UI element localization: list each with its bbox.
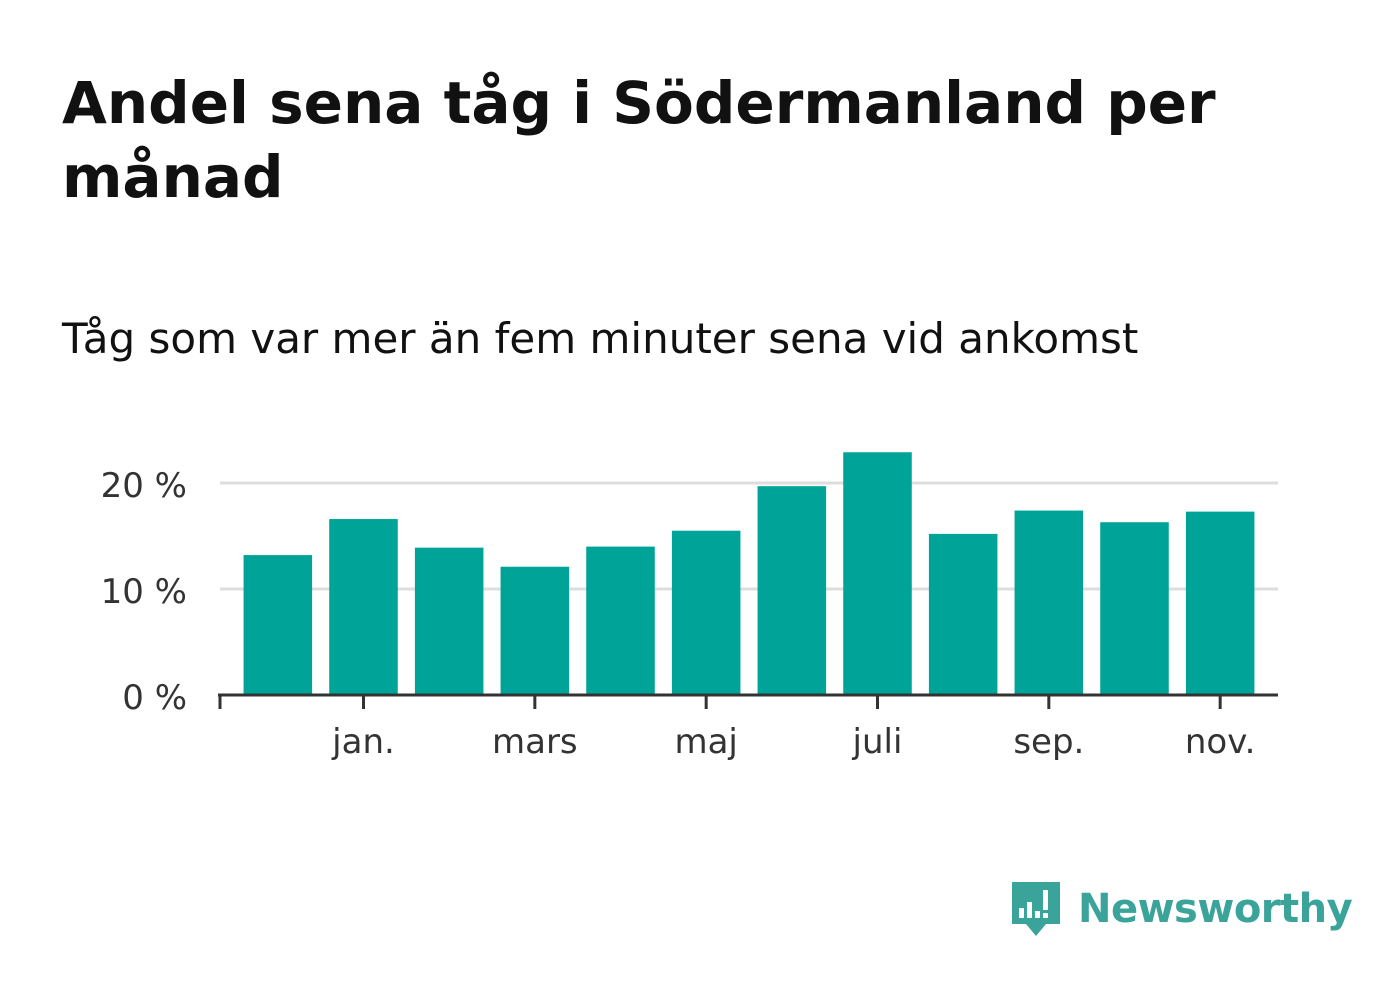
- newsworthy-logo-text: Newsworthy: [1078, 886, 1353, 932]
- chart-title: Andel sena tåg i Södermanland per månad: [62, 69, 1216, 211]
- x-tick-label-sep: sep.: [1013, 722, 1084, 762]
- y-tick-label-0: 0 %: [122, 678, 187, 718]
- x-tick-label-juli: juli: [852, 722, 903, 762]
- x-axis-labels: jan. mars maj juli sep. nov.: [331, 722, 1255, 762]
- x-axis: [218, 693, 1278, 709]
- x-tick-label-mars: mars: [492, 722, 578, 762]
- chart-subtitle: Tåg som var mer än fem minuter sena vid …: [62, 314, 1139, 363]
- bar-okt: [1100, 522, 1169, 695]
- y-axis-labels: 0 % 10 % 20 %: [101, 466, 187, 718]
- bar-apr: [586, 546, 655, 695]
- bar-mars: [500, 566, 570, 695]
- newsworthy-logo-icon: [1012, 882, 1060, 936]
- bar-dec: [243, 555, 313, 695]
- bar-nov: [1185, 511, 1255, 695]
- bars: [243, 452, 1255, 695]
- x-tick-label-nov: nov.: [1185, 722, 1256, 762]
- x-tick-label-maj: maj: [674, 722, 737, 762]
- bar-juni: [757, 486, 827, 695]
- newsworthy-logo: Newsworthy: [1010, 878, 1353, 940]
- x-tick-label-jan: jan.: [331, 722, 395, 762]
- y-tick-label-20: 20 %: [101, 466, 187, 506]
- bar-sep: [1014, 510, 1084, 695]
- bar-maj: [671, 530, 741, 695]
- y-tick-label-10: 10 %: [101, 572, 187, 612]
- bar-jan: [329, 519, 398, 695]
- bar-juli: [843, 452, 912, 695]
- bar-aug: [928, 533, 998, 695]
- bar-feb: [414, 547, 484, 695]
